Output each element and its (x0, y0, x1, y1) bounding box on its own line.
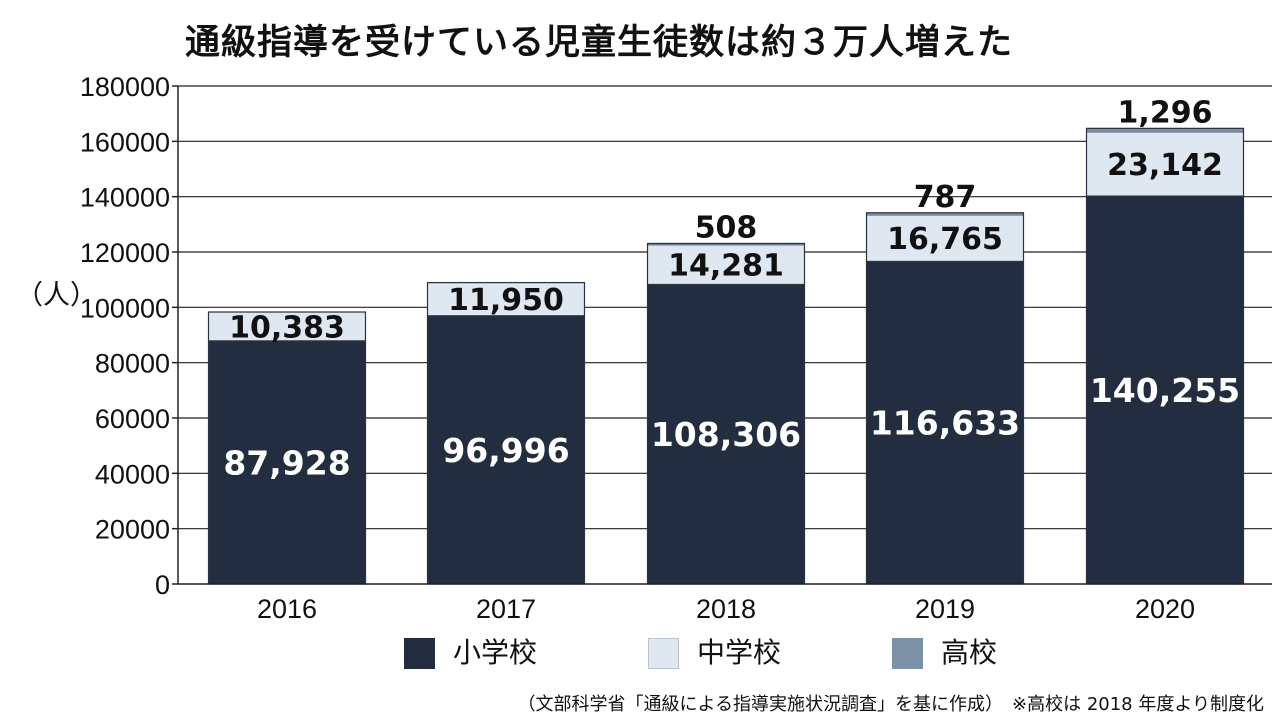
data-label-junior-high: 10,383 (229, 310, 345, 345)
bar-segment-junior-high (427, 282, 585, 317)
x-tick-label: 2018 (696, 594, 756, 624)
data-label-high-school: 787 (914, 180, 977, 215)
legend-label-elementary: 小学校 (453, 636, 538, 669)
bar-segment-junior-high (1086, 131, 1244, 197)
y-tick-label: 20000 (95, 515, 170, 545)
x-tick-label: 2019 (915, 594, 975, 624)
bar-segment-high-school (1086, 128, 1244, 132)
data-label-elementary: 96,996 (442, 431, 569, 470)
data-label-high-school: 508 (695, 210, 758, 245)
data-label-elementary: 140,255 (1090, 371, 1240, 410)
data-label-elementary: 108,306 (651, 415, 801, 454)
bar-segment-elementary (208, 340, 366, 584)
data-label-junior-high: 14,281 (668, 249, 784, 284)
x-tick-label: 2016 (257, 594, 317, 624)
data-label-junior-high: 11,950 (448, 283, 564, 318)
chart-title: 通級指導を受けている児童生徒数は約３万人増えた (185, 23, 1014, 63)
y-tick-label: 80000 (95, 349, 170, 379)
legend-item-junior-high: 中学校 (648, 636, 781, 670)
bar-segment-junior-high (647, 244, 805, 285)
bar-segment-junior-high (866, 214, 1024, 262)
y-tick-label: 120000 (80, 238, 170, 268)
y-tick-label: 60000 (95, 404, 170, 434)
bar-segment-high-school (647, 243, 805, 245)
legend-swatch-elementary (404, 637, 435, 669)
y-tick-label: 0 (155, 570, 170, 600)
y-tick-label: 140000 (80, 183, 170, 213)
bar-segment-junior-high (208, 311, 366, 342)
y-axis-label: （人） (16, 280, 97, 311)
data-label-junior-high: 23,142 (1107, 148, 1223, 183)
legend-item-high-school: 高校 (892, 636, 997, 670)
legend-item-elementary: 小学校 (404, 636, 537, 670)
bar-segment-elementary (866, 261, 1024, 584)
legend-swatch-junior-high (648, 637, 679, 669)
y-tick-label: 100000 (80, 293, 170, 323)
legend-label-junior-high: 中学校 (697, 636, 782, 669)
data-label-junior-high: 16,765 (887, 222, 1003, 257)
legend-swatch-high-school (892, 637, 923, 669)
x-tick-label: 2017 (476, 594, 536, 624)
y-tick-label: 180000 (80, 72, 170, 102)
data-label-high-school: 1,296 (1118, 95, 1213, 130)
legend-label-high-school: 高校 (941, 636, 998, 669)
x-tick-label: 2020 (1135, 594, 1195, 624)
bar-segment-elementary (427, 315, 585, 584)
y-tick-label: 40000 (95, 459, 170, 489)
data-label-elementary: 116,633 (870, 404, 1020, 443)
y-tick-label: 160000 (80, 127, 170, 157)
bar-segment-elementary (647, 284, 805, 584)
data-label-elementary: 87,928 (223, 443, 350, 482)
source-note: （文部科学省「通級による指導実施状況調査」を基に作成） ※高校は 2018 年度… (517, 694, 1264, 715)
bar-segment-high-school (866, 212, 1024, 215)
bar-segment-elementary (1086, 195, 1244, 584)
